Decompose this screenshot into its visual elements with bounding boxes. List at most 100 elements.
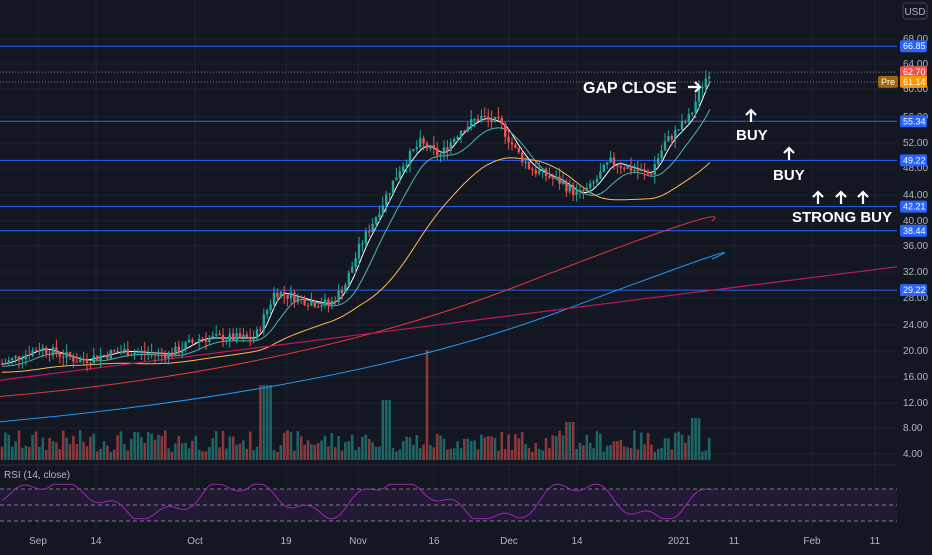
candle-body bbox=[599, 171, 602, 179]
volume-bar bbox=[422, 444, 425, 460]
rsi-pane: 75.0050.0025.00 bbox=[0, 464, 932, 531]
candle-body bbox=[24, 354, 27, 360]
volume-bar bbox=[65, 437, 68, 460]
trend-line bbox=[0, 266, 898, 381]
candle-body bbox=[249, 336, 252, 340]
volume-bar bbox=[170, 451, 174, 460]
candle-body bbox=[385, 194, 388, 206]
candle-body bbox=[313, 301, 316, 307]
volume-bar bbox=[286, 430, 289, 460]
volume-bar bbox=[469, 440, 473, 460]
candle-body bbox=[221, 334, 225, 342]
volume-bar bbox=[602, 451, 606, 460]
candle-body bbox=[130, 354, 133, 356]
candle-body bbox=[354, 258, 357, 267]
candle-body bbox=[483, 115, 486, 117]
price-axis[interactable]: 68.0064.0060.0056.0052.0048.0044.0040.00… bbox=[897, 0, 932, 550]
candle-body bbox=[286, 294, 289, 299]
volume-bar bbox=[541, 450, 544, 460]
candle-body bbox=[582, 190, 585, 192]
volume-bar bbox=[687, 435, 691, 460]
volume-bar bbox=[595, 431, 599, 460]
candle-body bbox=[160, 351, 163, 354]
volume-bar bbox=[184, 442, 187, 460]
volume-bar bbox=[75, 444, 79, 460]
candle-body bbox=[616, 165, 619, 167]
candle-body bbox=[674, 129, 677, 140]
candle-body bbox=[595, 178, 599, 183]
price-tick-label: 8.00 bbox=[903, 423, 923, 434]
volume-bar bbox=[55, 442, 58, 460]
volume-bar bbox=[415, 435, 419, 460]
volume-bar bbox=[401, 441, 405, 460]
volume-bar bbox=[333, 447, 337, 460]
volume-bar bbox=[306, 440, 310, 460]
candle-body bbox=[279, 291, 282, 298]
time-tick-label: Feb bbox=[803, 536, 821, 547]
candle-body bbox=[395, 177, 398, 181]
candle-body bbox=[391, 180, 395, 194]
volume-bar bbox=[72, 435, 75, 460]
horizontal-levels[interactable] bbox=[0, 45, 897, 291]
price-tag-value: 55.34 bbox=[903, 116, 926, 126]
volume-bar bbox=[109, 451, 113, 460]
candle-body bbox=[269, 304, 272, 311]
candle-body bbox=[113, 350, 116, 352]
candle-body bbox=[555, 176, 558, 179]
candle-body bbox=[51, 347, 55, 356]
candle-body bbox=[429, 145, 432, 149]
volume-bar bbox=[140, 437, 143, 460]
volume-bar bbox=[92, 433, 96, 460]
candle-body bbox=[708, 76, 711, 79]
volume-bar bbox=[697, 418, 701, 460]
volume-bar bbox=[667, 438, 670, 460]
volume-bar bbox=[493, 437, 497, 460]
candle-body bbox=[490, 118, 493, 122]
volume-bar bbox=[357, 446, 361, 460]
candle-body bbox=[99, 355, 102, 361]
volume-bar bbox=[344, 442, 347, 460]
time-axis[interactable]: Sep 14 Oct 19 Nov 16 Dec 14 2021 11 Feb 11 bbox=[29, 536, 881, 547]
candle-body bbox=[198, 338, 201, 343]
volume-bar bbox=[68, 444, 72, 460]
candle-body bbox=[92, 355, 95, 364]
volume-bar bbox=[684, 442, 687, 460]
price-tag-bg bbox=[900, 115, 927, 128]
volume-bar bbox=[609, 445, 612, 460]
volume-bar bbox=[323, 435, 327, 460]
arrow-shape bbox=[835, 190, 847, 204]
volume-bar bbox=[568, 422, 572, 460]
volume-bar bbox=[197, 449, 201, 460]
candle-body bbox=[310, 301, 313, 306]
candle-body bbox=[497, 116, 500, 119]
volume-bar bbox=[486, 436, 490, 460]
candle-body bbox=[300, 296, 303, 298]
candle-body bbox=[106, 354, 109, 359]
candle-body bbox=[334, 301, 337, 303]
volume-bar bbox=[673, 432, 677, 460]
candle-body bbox=[517, 147, 520, 153]
price-tick-label: 64.00 bbox=[903, 59, 928, 70]
volume-bar bbox=[395, 451, 398, 460]
candle-body bbox=[436, 148, 439, 156]
volume-bar bbox=[503, 449, 507, 460]
currency-badge[interactable]: USD bbox=[902, 2, 928, 20]
volume-bar bbox=[418, 448, 422, 460]
volume-bar bbox=[384, 400, 388, 460]
candle-body bbox=[235, 333, 238, 341]
candle-body bbox=[667, 136, 670, 142]
candle-body bbox=[327, 299, 330, 305]
candle-body bbox=[181, 349, 184, 353]
candle-body bbox=[646, 170, 650, 174]
candle-body bbox=[102, 354, 106, 356]
volume-bar bbox=[279, 445, 283, 460]
volume-bar bbox=[129, 438, 133, 460]
rsi-line bbox=[1, 483, 714, 520]
volume-bar bbox=[381, 400, 385, 460]
rsi-label: RSI (14, close) bbox=[4, 470, 70, 481]
volume-bar bbox=[265, 385, 269, 460]
volume-bar bbox=[612, 441, 616, 460]
